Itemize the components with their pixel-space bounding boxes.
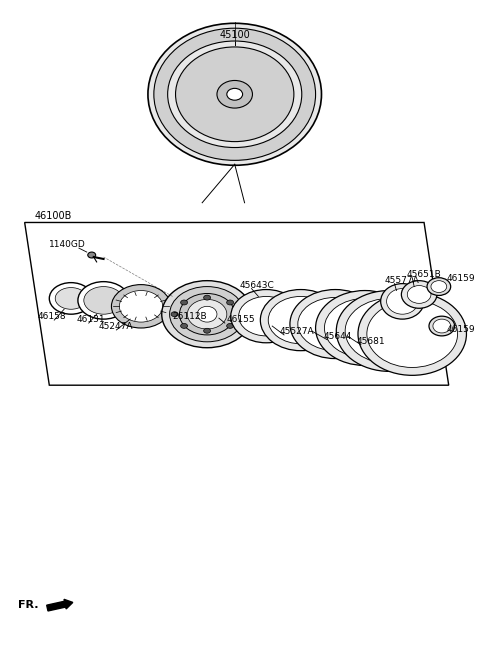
Text: 46158: 46158 [37, 312, 66, 321]
Ellipse shape [171, 312, 178, 317]
Ellipse shape [260, 289, 341, 351]
Text: 46100B: 46100B [35, 211, 72, 220]
Ellipse shape [315, 291, 414, 365]
Ellipse shape [431, 281, 447, 293]
Polygon shape [24, 222, 449, 385]
Ellipse shape [401, 281, 437, 308]
Ellipse shape [381, 283, 424, 319]
Ellipse shape [298, 297, 373, 351]
Ellipse shape [204, 295, 211, 300]
Ellipse shape [176, 47, 294, 142]
Text: 45651B: 45651B [406, 270, 441, 279]
Ellipse shape [49, 283, 93, 314]
Ellipse shape [429, 316, 455, 336]
Text: 46131: 46131 [77, 315, 106, 324]
Ellipse shape [336, 291, 443, 371]
Text: 26112B: 26112B [173, 312, 207, 321]
Ellipse shape [162, 281, 252, 348]
Ellipse shape [345, 298, 434, 363]
Ellipse shape [120, 291, 163, 322]
Text: 46159: 46159 [447, 325, 475, 334]
Text: 45100: 45100 [219, 30, 250, 40]
Ellipse shape [111, 285, 170, 328]
Ellipse shape [324, 298, 405, 358]
Ellipse shape [55, 287, 87, 309]
Ellipse shape [217, 81, 252, 108]
Ellipse shape [408, 285, 431, 303]
Ellipse shape [169, 287, 245, 342]
Ellipse shape [84, 287, 123, 314]
Ellipse shape [367, 300, 457, 367]
Ellipse shape [386, 289, 418, 314]
FancyArrow shape [47, 600, 73, 611]
Ellipse shape [180, 323, 188, 329]
Ellipse shape [290, 289, 381, 359]
Ellipse shape [78, 281, 129, 319]
Ellipse shape [433, 319, 451, 333]
Ellipse shape [168, 41, 302, 148]
Text: 45681: 45681 [357, 337, 385, 346]
Ellipse shape [427, 277, 451, 295]
Ellipse shape [268, 297, 333, 344]
Text: 45577A: 45577A [384, 276, 420, 285]
Text: 46155: 46155 [227, 315, 255, 324]
Ellipse shape [180, 293, 235, 335]
Ellipse shape [148, 23, 322, 165]
Ellipse shape [227, 300, 234, 305]
Text: 1140GD: 1140GD [49, 240, 86, 249]
Text: 45527A: 45527A [279, 327, 314, 336]
Ellipse shape [239, 297, 294, 336]
Ellipse shape [204, 328, 211, 333]
Ellipse shape [88, 252, 96, 258]
Text: 45644: 45644 [324, 332, 352, 341]
Text: 46159: 46159 [447, 274, 475, 283]
Ellipse shape [231, 289, 302, 343]
Ellipse shape [236, 312, 243, 317]
Ellipse shape [358, 293, 467, 375]
Ellipse shape [187, 299, 227, 329]
Text: FR.: FR. [18, 600, 38, 610]
Ellipse shape [154, 28, 315, 160]
Ellipse shape [227, 323, 234, 329]
Ellipse shape [180, 300, 188, 305]
Ellipse shape [197, 306, 217, 322]
Text: 45643C: 45643C [240, 281, 275, 289]
Text: 45247A: 45247A [98, 322, 133, 331]
Ellipse shape [227, 89, 242, 100]
